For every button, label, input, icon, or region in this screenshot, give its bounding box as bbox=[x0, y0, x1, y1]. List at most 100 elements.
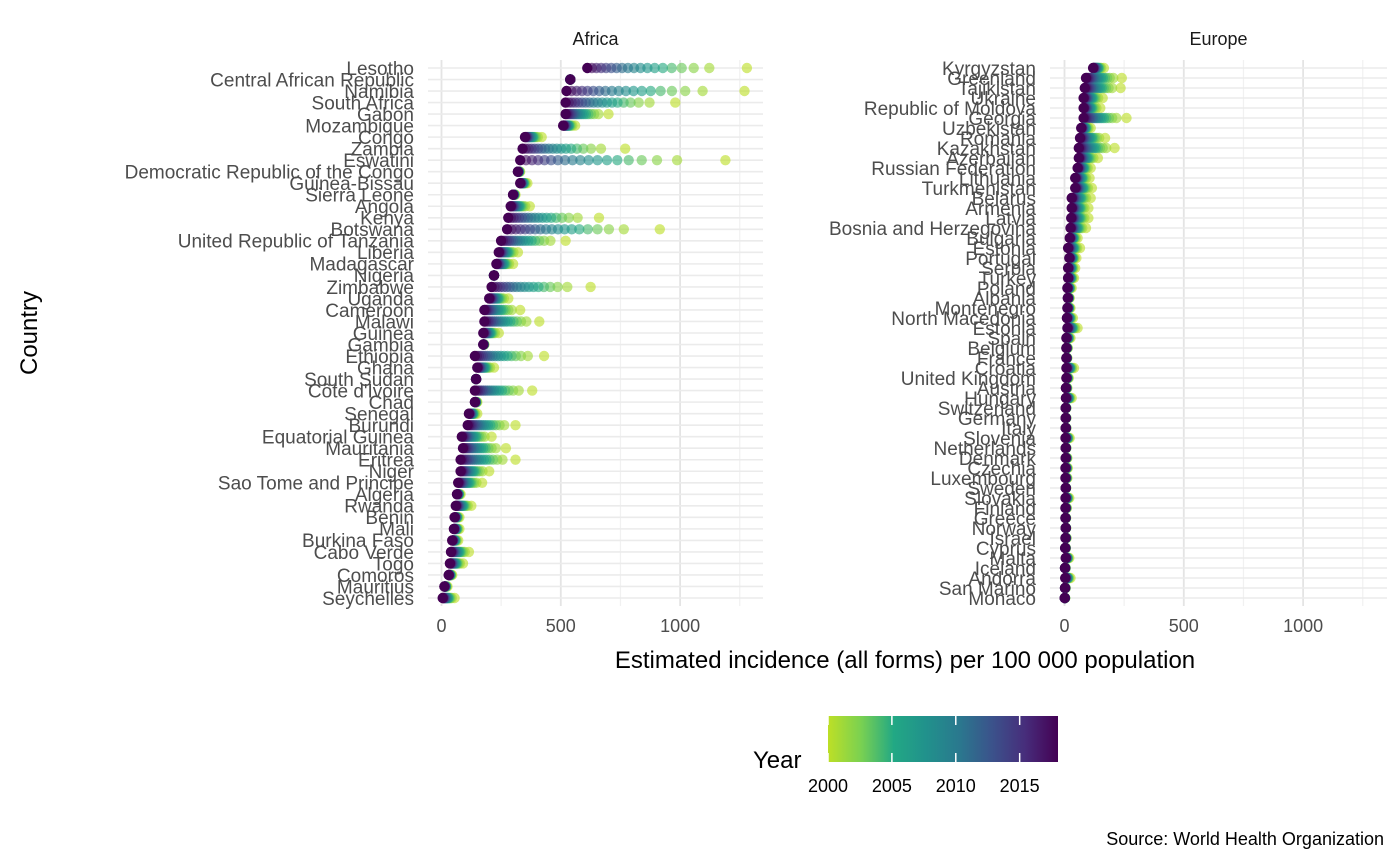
points-africa bbox=[437, 62, 753, 604]
data-point bbox=[1078, 102, 1089, 114]
data-point bbox=[1062, 322, 1073, 334]
data-point bbox=[1087, 62, 1099, 74]
country-label: United Republic of Tanzania bbox=[178, 232, 415, 253]
country-label: Gabon bbox=[357, 105, 414, 126]
data-point bbox=[507, 189, 519, 200]
data-point bbox=[486, 281, 497, 293]
legend: Year 2000 2005 2010 2015 bbox=[753, 716, 1058, 796]
data-point bbox=[510, 420, 521, 431]
data-point bbox=[462, 420, 473, 431]
country-label: Kyrgyzstan bbox=[942, 59, 1036, 80]
data-point bbox=[657, 62, 668, 74]
country-label: Slovenia bbox=[963, 429, 1036, 450]
country-label: Democratic Republic of the Congo bbox=[125, 163, 414, 184]
data-point bbox=[1060, 462, 1071, 474]
data-point bbox=[450, 500, 461, 511]
legend-tick-label: 2010 bbox=[936, 776, 976, 796]
data-point bbox=[1070, 172, 1081, 184]
y-axis-title: Country bbox=[16, 291, 43, 375]
data-point bbox=[1066, 192, 1077, 204]
data-point bbox=[633, 97, 644, 108]
data-point bbox=[666, 85, 678, 97]
country-label: Spain bbox=[987, 329, 1036, 350]
data-point bbox=[623, 155, 634, 166]
points-europe bbox=[1059, 62, 1132, 604]
data-point bbox=[453, 477, 464, 488]
country-label: Russian Federation bbox=[871, 159, 1036, 180]
country-label: Serbia bbox=[981, 259, 1036, 280]
country-label: Ethiopia bbox=[345, 347, 414, 368]
data-point bbox=[455, 454, 466, 465]
data-point bbox=[666, 62, 677, 74]
x-tick-label: 500 bbox=[546, 616, 576, 636]
x-axis-title: Estimated incidence (all forms) per 100 … bbox=[615, 647, 1195, 674]
data-point bbox=[1062, 262, 1074, 274]
data-point bbox=[1115, 82, 1126, 94]
data-point bbox=[603, 224, 615, 235]
country-label: Czechia bbox=[967, 459, 1036, 480]
data-point bbox=[1064, 252, 1075, 264]
data-point bbox=[1059, 582, 1071, 594]
data-point bbox=[592, 224, 603, 235]
country-label: United Kingdom bbox=[901, 369, 1036, 390]
data-point bbox=[501, 224, 513, 235]
data-point bbox=[1060, 392, 1072, 404]
data-point bbox=[644, 97, 655, 108]
country-labels-europe: KyrgyzstanGreenlandTajikistanUkraineRepu… bbox=[829, 59, 1037, 610]
data-point bbox=[478, 339, 489, 350]
data-point bbox=[1116, 72, 1128, 84]
data-point bbox=[500, 443, 512, 454]
legend-tick-label: 2000 bbox=[808, 776, 848, 796]
country-label: Belgium bbox=[967, 339, 1036, 360]
data-point bbox=[1064, 232, 1075, 244]
country-label: Iceland bbox=[975, 559, 1036, 580]
data-point bbox=[1060, 472, 1071, 484]
country-label: Congo bbox=[358, 128, 414, 149]
country-label: Luxembourg bbox=[930, 469, 1036, 490]
country-label: Eritrea bbox=[358, 451, 414, 472]
data-point bbox=[1061, 342, 1072, 354]
data-point bbox=[484, 293, 495, 304]
panel-europe: Europe KyrgyzstanGreenlandTajikistanUkra… bbox=[829, 29, 1387, 636]
data-point bbox=[510, 454, 521, 465]
country-label: Austria bbox=[977, 379, 1037, 400]
country-label: Niger bbox=[369, 462, 415, 483]
data-point bbox=[1078, 92, 1089, 104]
data-point bbox=[1061, 352, 1072, 364]
country-label: Italy bbox=[1001, 419, 1036, 440]
data-point bbox=[1060, 382, 1072, 394]
country-label: Netherlands bbox=[934, 439, 1036, 460]
country-label: Seychelles bbox=[322, 589, 414, 610]
x-tick-labels-europe: 0 500 1000 bbox=[1059, 616, 1323, 636]
x-tick-label: 1000 bbox=[660, 616, 700, 636]
data-point bbox=[636, 155, 647, 166]
x-tick-label: 500 bbox=[1169, 616, 1199, 636]
data-point bbox=[472, 362, 483, 373]
country-label: Burundi bbox=[349, 416, 415, 437]
country-label: Azerbaijan bbox=[946, 149, 1036, 170]
country-label: Sierra Leone bbox=[305, 186, 414, 207]
country-label: Uganda bbox=[347, 289, 414, 310]
country-label: Burkina Faso bbox=[302, 531, 414, 552]
data-point bbox=[1060, 512, 1071, 524]
data-point bbox=[1066, 212, 1077, 224]
data-point bbox=[447, 535, 458, 546]
data-point bbox=[628, 85, 639, 97]
data-point bbox=[567, 155, 578, 166]
data-point bbox=[456, 431, 467, 442]
country-label: Comoros bbox=[337, 566, 414, 587]
data-point bbox=[1060, 492, 1071, 504]
data-point bbox=[739, 85, 750, 97]
data-point bbox=[1060, 522, 1071, 534]
country-label: Hungary bbox=[964, 389, 1036, 410]
country-label: Ukraine bbox=[971, 89, 1036, 110]
data-point bbox=[655, 85, 666, 97]
data-point bbox=[552, 281, 563, 293]
country-label: Lesotho bbox=[346, 59, 414, 80]
country-label: Greenland bbox=[947, 69, 1036, 90]
country-label: Israel bbox=[990, 529, 1036, 550]
data-point bbox=[444, 558, 456, 569]
